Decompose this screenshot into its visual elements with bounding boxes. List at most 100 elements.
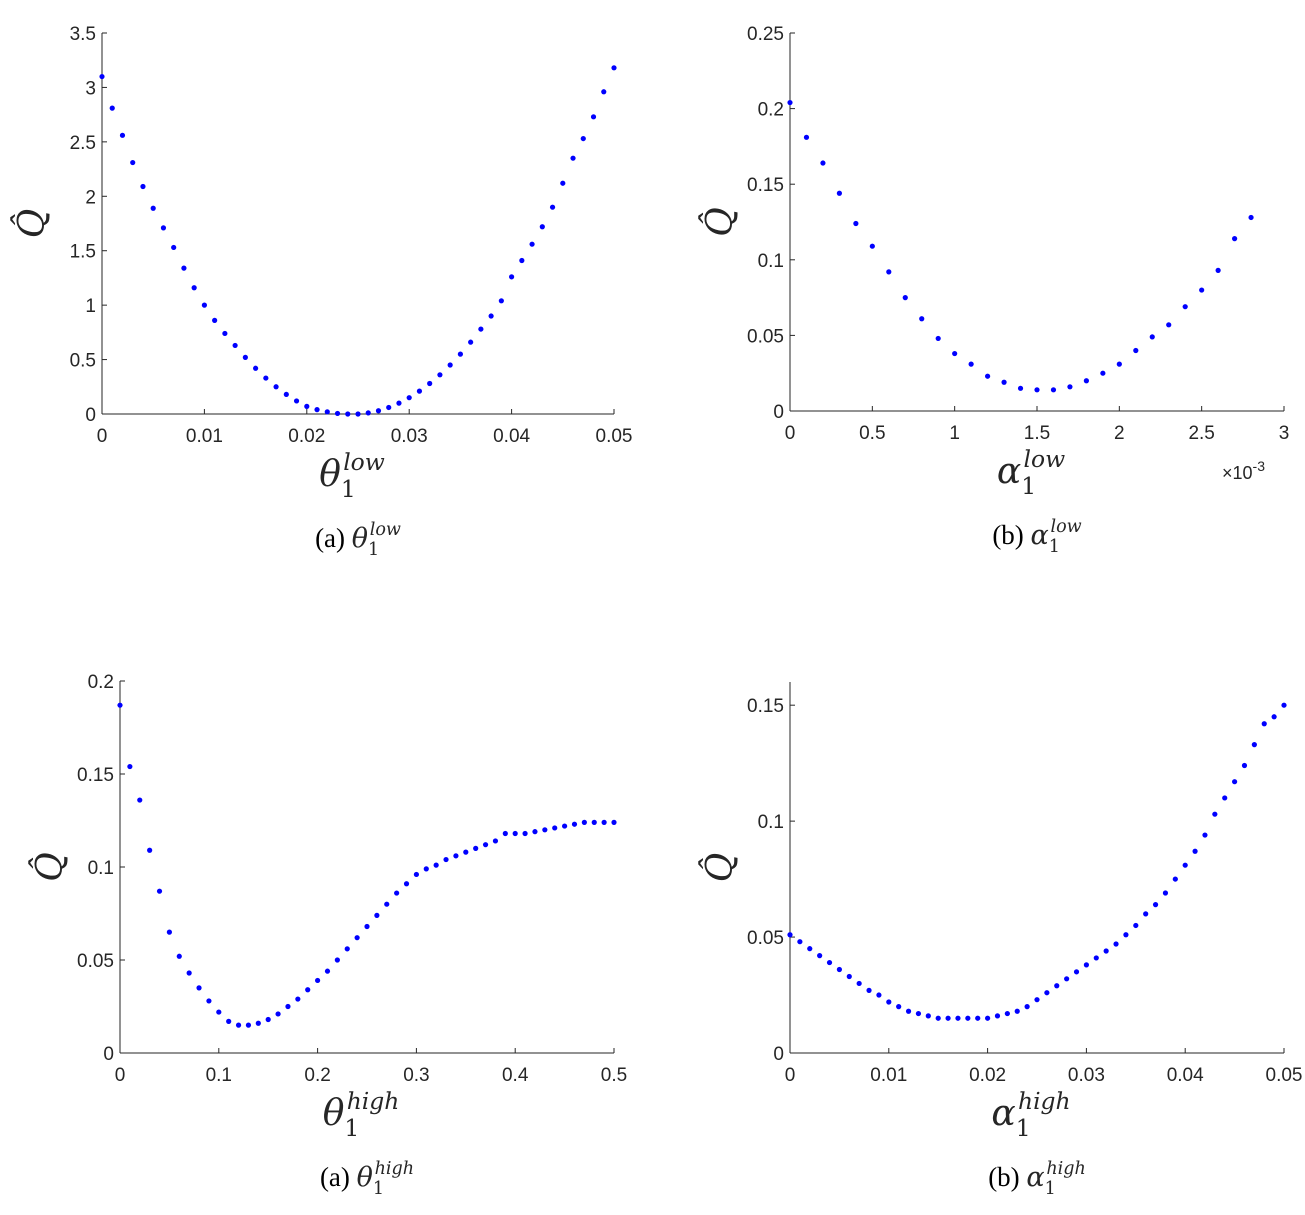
x-tick-label: 0.3 [403,1065,429,1086]
data-point [1083,378,1089,384]
math-sub: 1 [1021,472,1036,500]
data-point [295,996,301,1002]
x-axis-label: α1low [997,445,1065,500]
y-tick-label: 0.5 [70,351,96,372]
data-point [433,862,439,868]
math-sup: high [375,1159,414,1179]
data-point [275,1011,281,1017]
data-point [1133,347,1139,354]
data-point [522,830,528,837]
y-tick-label: 0.05 [77,951,114,972]
data-point [206,998,212,1004]
data-point [968,361,974,367]
data-point [1202,832,1208,838]
data-point [355,411,361,417]
data-point [562,823,568,829]
data-point [1050,387,1057,393]
data-point [856,980,862,987]
data-point [1034,387,1040,393]
x-tick-label: 1.5 [1024,423,1050,444]
math-base: α [991,1093,1015,1134]
data-point [1100,370,1106,376]
data-point [232,342,238,349]
data-point [423,866,429,872]
y-tick-label: 0.1 [758,251,784,272]
data-point [919,316,925,322]
data-point [1123,932,1129,938]
data-point [817,953,823,959]
x-tick-label: 0.03 [1068,1065,1105,1086]
data-point [1024,1004,1030,1010]
y-tick-label: 0.2 [758,100,784,121]
data-point [826,959,833,966]
data-point [374,912,380,918]
data-point [1014,1008,1020,1014]
data-point [196,985,202,991]
x-tick-label: 0.01 [870,1065,907,1086]
data-point [965,1015,971,1021]
exponent-power: -3 [1253,458,1266,474]
math-sup: high [1046,1159,1085,1179]
data-point [853,220,859,227]
data-point [836,190,843,196]
y-tick-label: 2.5 [70,133,96,154]
data-point [1064,976,1070,982]
data-point [117,702,123,708]
data-point [166,929,172,935]
data-point [1004,1010,1010,1017]
x-tick-label: 2.5 [1188,423,1214,444]
y-tick-label: 2 [85,187,96,208]
data-point [1001,379,1007,385]
data-point [176,953,182,959]
data-point [156,888,163,894]
data-point [803,134,810,140]
data-point [285,1003,291,1010]
data-point [492,838,499,844]
plot: 0 0.05 0.1 0.15 0.2 0.25 0 0.5 1 1.5 2 2.5 3 [747,24,1289,444]
data-point [787,99,793,106]
math-sub: 1 [1045,1179,1056,1199]
data-point [611,819,617,825]
y-axis-label: Q̂ [10,209,53,239]
data-point [1182,862,1188,868]
data-point [549,204,556,210]
data-point [245,1022,252,1028]
data-point [482,842,489,848]
data-point [611,65,617,71]
data-point [1044,990,1050,996]
data-point [1199,287,1205,293]
data-point [994,1013,1001,1019]
y-tick-label: 0.2 [88,672,114,693]
data-point [1152,902,1159,908]
data-point [130,159,136,166]
data-point [365,410,371,416]
x-axis-label: θ1low [319,448,385,503]
x-tick-label: 0.03 [391,426,428,447]
caption-prefix: (b) [988,1162,1019,1192]
data-point [304,403,310,409]
math-sup: low [343,448,385,476]
data-point [876,992,882,998]
data-point [99,73,105,80]
data-point [242,354,248,360]
data-point [846,973,852,980]
data-point [447,362,453,368]
math-base: α [1026,1162,1044,1193]
y-tick-label: 0 [103,1044,114,1065]
data-point [396,400,402,406]
data-point [985,373,991,379]
math-sup: low [1051,517,1082,537]
data-point [305,987,311,993]
data-point [1143,911,1149,917]
math-sub: 1 [1016,1114,1031,1142]
data-point [1241,762,1248,769]
x-tick-label: 0 [785,1065,796,1086]
y-tick-label: 0 [773,402,784,423]
y-tick-label: 0.05 [747,326,784,347]
data-point [453,853,459,859]
data-point [935,335,941,342]
x-tick-label: 0.2 [304,1065,330,1086]
data-point [344,946,350,952]
caption-prefix: (a) [315,523,345,553]
